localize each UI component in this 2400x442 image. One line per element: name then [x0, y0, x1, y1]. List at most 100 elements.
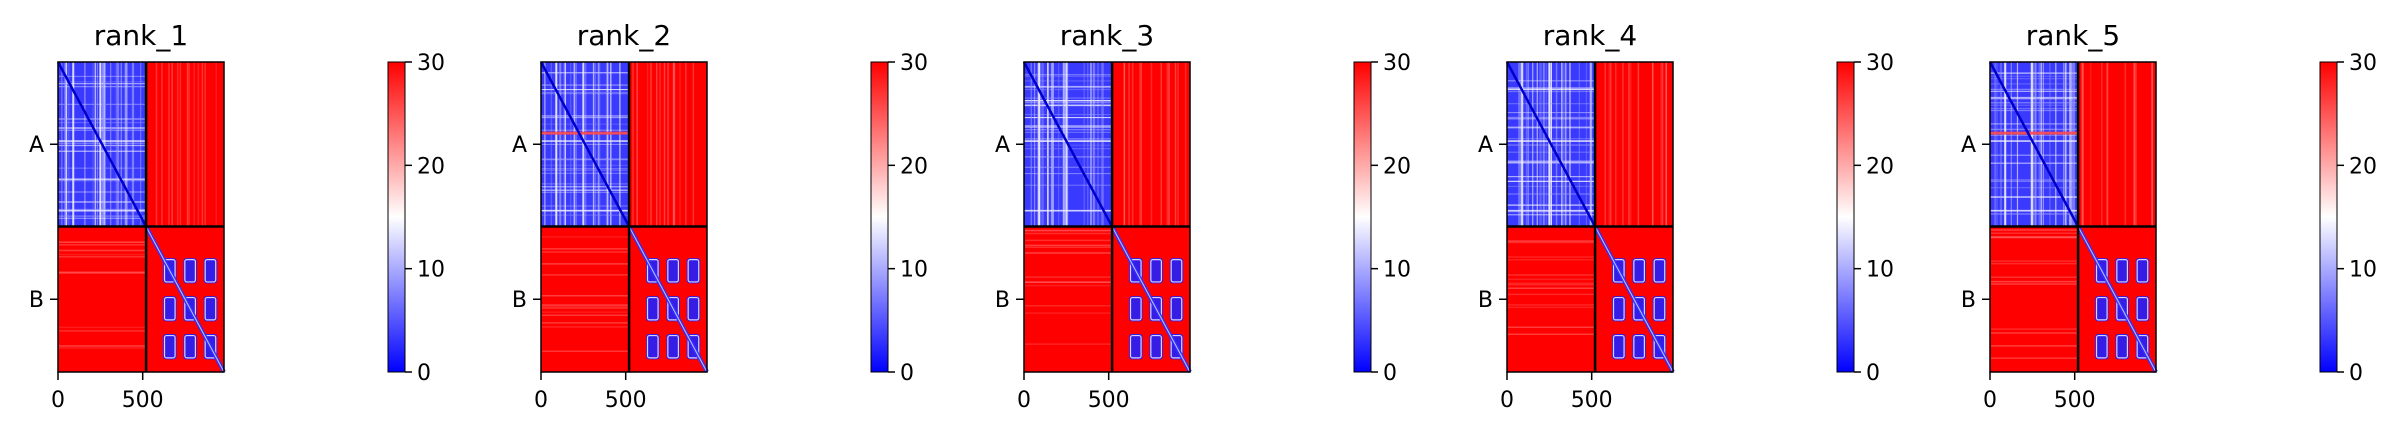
colorbar-tick-label: 10 [417, 258, 445, 283]
bb-domain-edge [2095, 259, 2108, 283]
bb-domain-edge [204, 296, 217, 321]
x-tick-label: 0 [1983, 388, 1997, 413]
panel-rank_1: rank_1 A B 0 500 0 10 20 30 [29, 19, 445, 413]
bb-domain-edge [1633, 334, 1645, 359]
block-A-A [56, 61, 148, 228]
plot-frame [540, 61, 708, 373]
bb-domain [1149, 258, 1163, 284]
colorbar: 0 10 20 30 [870, 51, 928, 386]
colorbar-bar [1836, 61, 1855, 373]
block-A-A [1505, 61, 1597, 228]
bb-domain-edge [204, 334, 217, 359]
colorbar-tick-label: 0 [900, 361, 914, 386]
bb-domain [686, 296, 701, 322]
bb-domain-edge [1150, 334, 1162, 359]
x-tick-label: 500 [122, 388, 164, 413]
bb-domain [1652, 296, 1667, 322]
bb-domain-edge [163, 334, 176, 359]
bb-domain-edge [2136, 296, 2149, 321]
y-tick-label: A [1961, 133, 1976, 158]
bb-domain-edge [646, 334, 659, 359]
colorbar-tick-label: 0 [1866, 361, 1880, 386]
x-tick-label: 500 [1088, 388, 1130, 413]
bb-domain [1129, 334, 1143, 360]
bb-domain-edge [163, 259, 176, 283]
bb-domain-edge [667, 334, 679, 359]
panel-title: rank_4 [1543, 19, 1637, 52]
colorbar-tick-label: 20 [417, 154, 445, 179]
colorbar-tick-label: 20 [2349, 154, 2377, 179]
aa-diagonal [1022, 61, 1114, 228]
bb-domain-edge [1612, 296, 1625, 321]
bb-domain-edge [1653, 296, 1666, 321]
bb-domain [163, 334, 177, 360]
bb-domain [2095, 296, 2109, 322]
plot-frame [1023, 61, 1191, 373]
bb-domain-edge [1150, 296, 1162, 321]
bb-domain [183, 258, 197, 284]
bb-domain [1632, 258, 1646, 284]
y-tick-label: B [29, 288, 44, 313]
bb-domain [183, 334, 197, 360]
bb-domain [1612, 296, 1626, 322]
bb-domain-edge [1129, 334, 1142, 359]
bb-diagonal-core [1594, 226, 1674, 373]
panel-title: rank_2 [577, 19, 671, 52]
bb-domain-edge [204, 259, 217, 283]
panel-rank_2: rank_2 A B 0 500 0 10 20 30 [512, 19, 928, 413]
bb-domain [686, 258, 701, 284]
block-B-B [1110, 225, 1192, 373]
y-tick-label: A [995, 133, 1010, 158]
bb-domain [1169, 258, 1184, 284]
x-tick-label: 500 [605, 388, 647, 413]
colorbar-tick-label: 30 [2349, 51, 2377, 76]
bb-domain-edge [1170, 259, 1183, 283]
colorbar: 0 10 20 30 [2319, 51, 2377, 386]
bb-domain-edge [1612, 334, 1625, 359]
bb-domain [163, 296, 177, 322]
bb-domain-edge [2116, 334, 2128, 359]
colorbar-tick-label: 20 [1866, 154, 1894, 179]
bb-domain [1632, 334, 1646, 360]
plot-frame [57, 61, 225, 373]
y-tick-label: B [995, 288, 1010, 313]
bb-domain [203, 296, 218, 322]
block-B-B [1593, 225, 1675, 373]
bb-domain-edge [667, 296, 679, 321]
bb-domain-edge [2136, 259, 2149, 283]
panel-title: rank_1 [94, 19, 188, 52]
colorbar-tick-label: 0 [2349, 361, 2363, 386]
bb-domain-edge [1633, 296, 1645, 321]
bb-domain-edge [1170, 334, 1183, 359]
block-A-A [539, 61, 631, 228]
bb-domain-edge [2116, 296, 2128, 321]
bb-domain-edge [1653, 334, 1666, 359]
bb-domain-edge [646, 259, 659, 283]
bb-domain-edge [184, 334, 196, 359]
bb-domain-edge [1653, 259, 1666, 283]
bb-domain [646, 334, 660, 360]
colorbar-tick-label: 30 [1866, 51, 1894, 76]
bb-domain [646, 296, 660, 322]
block-A-A [1022, 61, 1114, 228]
colorbar-tick-label: 20 [1383, 154, 1411, 179]
colorbar-tick-label: 30 [1383, 51, 1411, 76]
panel-title: rank_3 [1060, 19, 1154, 52]
colorbar-bar [387, 61, 406, 373]
y-tick-label: A [512, 133, 527, 158]
block-B-B [2076, 225, 2158, 373]
bb-domain [2115, 334, 2129, 360]
aa-diagonal [1988, 61, 2080, 228]
bb-domain-edge [2095, 296, 2108, 321]
colorbar-tick-label: 0 [1383, 361, 1397, 386]
colorbar-tick-label: 30 [417, 51, 445, 76]
bb-domain [203, 258, 218, 284]
colorbar: 0 10 20 30 [387, 51, 445, 386]
colorbar-tick-label: 30 [900, 51, 928, 76]
bb-domain-edge [1129, 296, 1142, 321]
x-tick-label: 0 [534, 388, 548, 413]
y-tick-label: B [1478, 288, 1493, 313]
colorbar: 0 10 20 30 [1353, 51, 1411, 386]
y-tick-label: B [1961, 288, 1976, 313]
